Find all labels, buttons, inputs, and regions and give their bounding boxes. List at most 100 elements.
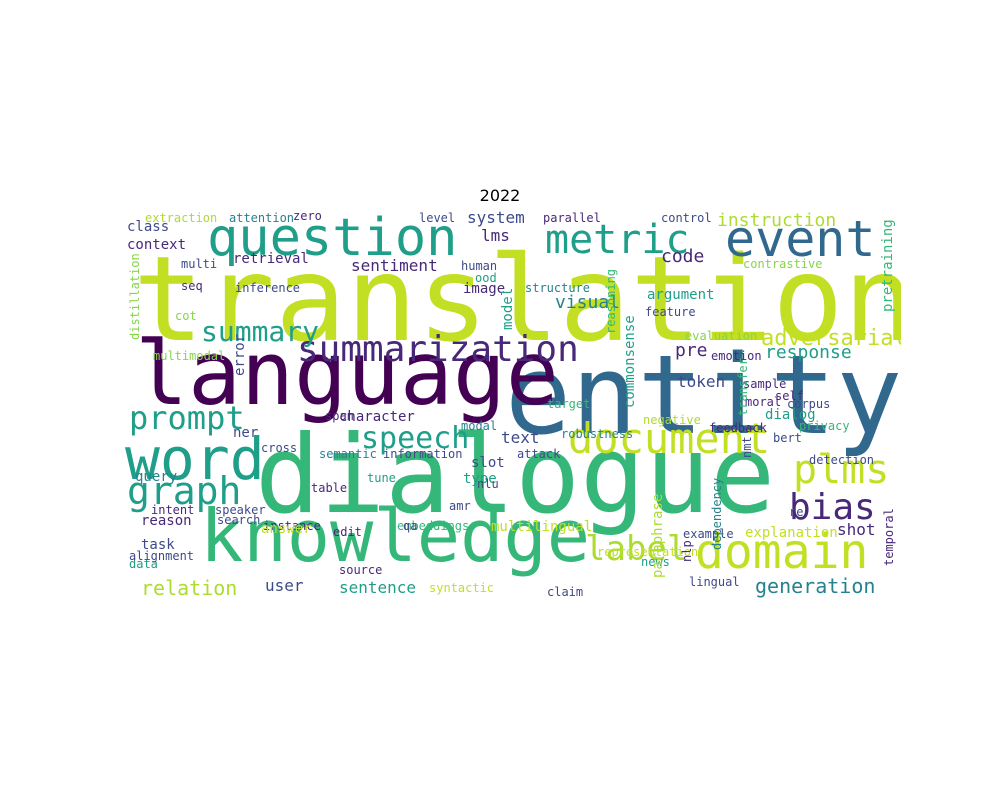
cloud-word-data: data: [129, 557, 158, 571]
cloud-word-speech: speech: [361, 421, 470, 456]
cloud-word-human: human: [461, 259, 498, 273]
cloud-word-adversarial: adversarial: [761, 326, 901, 351]
cloud-word-code: code: [661, 246, 705, 267]
cloud-word-character: character: [339, 409, 415, 425]
cloud-word-query: query: [135, 469, 178, 485]
cloud-word-pre: pre: [675, 340, 708, 361]
cloud-word-graph: graph: [127, 469, 242, 513]
cloud-word-type: type: [463, 471, 497, 487]
cloud-word-nlp: nlp: [680, 540, 694, 562]
cloud-word-information: information: [383, 447, 463, 461]
cloud-word-corpus: corpus: [787, 397, 831, 411]
cloud-word-table: table: [311, 481, 348, 495]
cloud-word-explanation: explanation: [745, 525, 838, 541]
cloud-word-multilingual: multilingual: [491, 519, 593, 535]
cloud-word-representation: representation: [597, 545, 699, 559]
cloud-word-error: error: [232, 333, 248, 376]
cloud-word-generation: generation: [755, 574, 876, 598]
cloud-word-system: system: [467, 210, 525, 227]
cloud-word-instance: instance: [263, 519, 321, 533]
cloud-word-question: question: [207, 210, 458, 268]
cloud-word-dialogue: dialogue: [255, 413, 776, 538]
cloud-word-entity: entity: [505, 331, 901, 459]
cloud-word-transfer: transfer: [736, 358, 750, 416]
figure-title: 2022: [479, 186, 521, 205]
cloud-word-cot: cot: [175, 309, 197, 323]
cloud-word-commonsense: commonsense: [622, 315, 638, 408]
cloud-word-nlu: nlu: [477, 477, 499, 491]
cloud-word-cross: cross: [261, 441, 298, 455]
cloud-word-zero: zero: [293, 210, 322, 223]
cloud-word-plms: plms: [793, 447, 890, 493]
cloud-word-contrastive: contrastive: [743, 257, 823, 271]
cloud-word-syntactic: syntactic: [429, 581, 495, 595]
cloud-word-multimodal: multimodal: [153, 349, 226, 363]
cloud-word-bias: bias: [789, 487, 876, 528]
cloud-word-structure: structure: [525, 281, 591, 295]
cloud-word-context: context: [127, 237, 187, 253]
cloud-word-re: re: [789, 505, 804, 519]
cloud-word-self: self: [775, 389, 804, 403]
cloud-word-distillation: distillation: [128, 253, 142, 340]
cloud-word-qa: qa: [403, 519, 418, 533]
cloud-word-evaluation: evaluation: [685, 329, 758, 343]
cloud-word-seq: seq: [181, 279, 203, 293]
cloud-word-knowledge: knowledge: [200, 494, 591, 578]
cloud-word-edit: edit: [333, 525, 362, 539]
cloud-word-dependency: dependency: [710, 477, 724, 550]
cloud-word-bert: bert: [773, 431, 802, 445]
cloud-word-event: event: [725, 210, 876, 268]
cloud-word-summary: summary: [201, 315, 320, 348]
cloud-word-sentence: sentence: [339, 578, 417, 597]
cloud-word-negative: negative: [643, 413, 701, 427]
cloud-word-label: label: [585, 529, 688, 569]
cloud-word-document: document: [568, 414, 771, 463]
word-cloud: translation entity dialogue language knowled…: [125, 210, 901, 602]
cloud-word-response: response: [765, 342, 852, 363]
cloud-word-visual: visual: [555, 292, 621, 313]
cloud-word-temporal: temporal: [882, 508, 896, 566]
cloud-word-level: level: [419, 211, 456, 225]
cloud-word-amr: amr: [449, 499, 471, 513]
cloud-word-feature: feature: [645, 305, 696, 319]
cloud-word-moral: moral: [745, 395, 782, 409]
cloud-word-source: source: [339, 563, 383, 577]
cloud-word-model: model: [500, 287, 516, 330]
cloud-word-image: image: [463, 281, 506, 297]
cloud-word-instruction: instruction: [717, 210, 837, 231]
cloud-word-task: task: [141, 537, 175, 553]
cloud-word-nmt: nmt: [740, 436, 754, 458]
cloud-word-ner: ner: [233, 425, 259, 441]
cloud-word-dialog: dialog: [765, 407, 816, 423]
cloud-word-search: search: [217, 513, 261, 527]
cloud-word-emotion: emotion: [711, 349, 762, 363]
cloud-word-metric: metric: [545, 217, 690, 263]
cloud-word-control: control: [661, 211, 712, 225]
cloud-word-answer: answer: [261, 521, 312, 537]
cloud-word-inference: inference: [235, 281, 301, 295]
cloud-word-reason: reason: [141, 513, 192, 529]
cloud-word-parallel: parallel: [543, 211, 601, 225]
cloud-word-embeddings: embeddings: [397, 519, 470, 533]
cloud-word-ood: ood: [475, 271, 497, 285]
cloud-word-attention: attention: [229, 211, 295, 225]
cloud-word-semantic: semantic: [319, 447, 377, 461]
cloud-word-feedback: feedback: [709, 421, 767, 435]
cloud-word-span: span: [325, 409, 354, 423]
cloud-word-claim: claim: [547, 585, 584, 599]
cloud-word-argument: argument: [647, 287, 715, 303]
cloud-word-detection: detection: [809, 453, 875, 467]
cloud-word-alignment: alignment: [129, 549, 195, 563]
cloud-word-reasoning: reasoning: [604, 268, 618, 334]
cloud-word-domain: domain: [695, 524, 869, 580]
cloud-word-relation: relation: [141, 576, 238, 600]
cloud-word-extraction: extraction: [145, 211, 218, 225]
cloud-word-multi: multi: [181, 257, 218, 271]
cloud-word-target: target: [547, 397, 591, 411]
cloud-word-retrieval: retrieval: [233, 251, 309, 267]
cloud-word-example: example: [683, 527, 734, 541]
cloud-word-slot: slot: [471, 455, 505, 471]
cloud-word-sentiment: sentiment: [351, 256, 438, 275]
cloud-word-pretraining: pretraining: [880, 219, 896, 312]
cloud-word-sample: sample: [743, 377, 787, 391]
